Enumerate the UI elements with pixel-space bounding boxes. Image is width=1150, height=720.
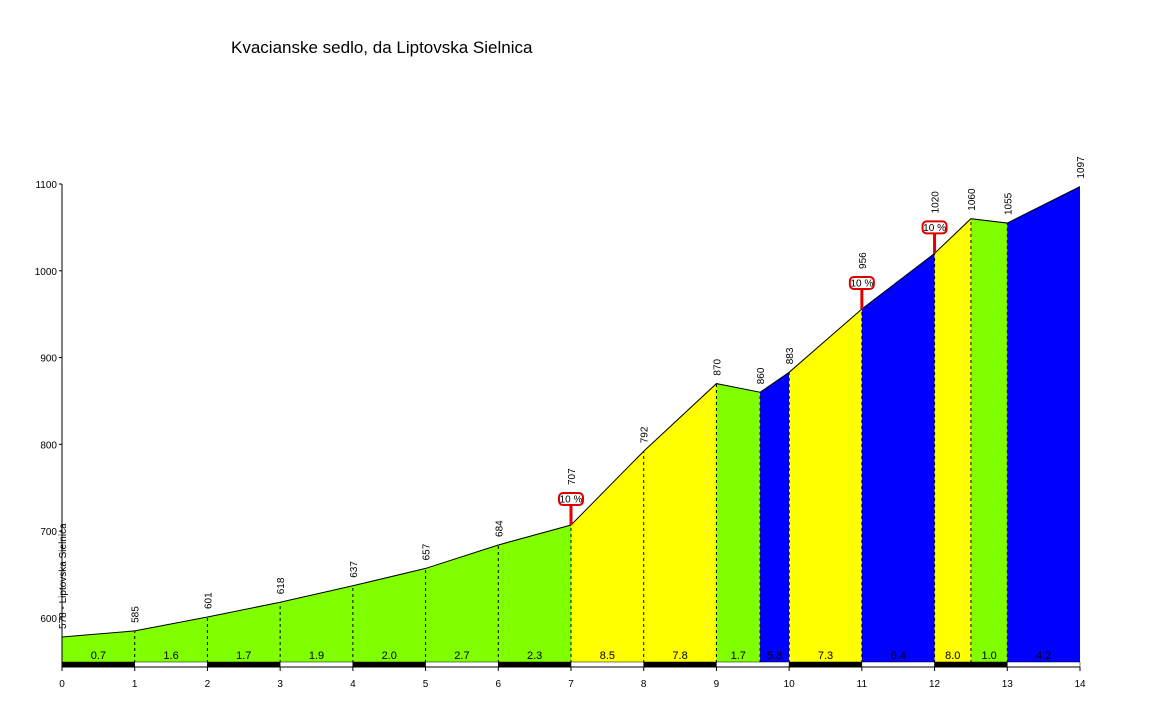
annotation-label: 10 % [560,495,583,506]
elevation-label: 578 - Liptovska Sielnica [58,523,69,629]
elevation-label: 792 [640,426,651,443]
grade-label: 1.6 [163,650,178,662]
y-tick-label: 900 [40,354,57,365]
grade-label: 6.4 [891,650,906,662]
profile-segment [934,218,971,663]
x-tick-label: 4 [350,679,356,690]
km-strip [61,661,135,668]
elevation-label: 707 [567,468,578,485]
x-tick-label: 1 [132,679,138,690]
profile-segment [861,253,935,663]
grade-label: 2.0 [382,650,397,662]
km-strip [425,661,499,668]
profile-segment [498,525,571,663]
y-tick-label: 1000 [35,267,58,278]
km-strip [1007,661,1081,668]
km-strip [207,661,281,668]
x-tick-label: 11 [857,679,868,690]
profile-segment [970,218,1008,663]
grade-label: 1.0 [981,650,996,662]
elevation-label: 956 [858,252,869,269]
grade-label: 5.8 [767,650,782,662]
grade-label: 8.5 [600,650,615,662]
profile-segment [207,602,281,663]
elevation-label: 1097 [1076,156,1087,179]
km-strip [861,661,935,668]
profile-segment [716,383,761,663]
profile-segment [425,544,499,663]
annotation-label: 10 % [850,278,873,289]
x-tick-label: 13 [1002,679,1014,690]
elevation-label: 637 [349,561,360,578]
profile-segment [571,451,644,663]
km-strip [643,661,717,668]
x-tick-label: 8 [641,679,647,690]
x-tick-label: 14 [1074,679,1086,690]
profile-segment [643,383,717,663]
y-tick-label: 1100 [35,180,57,191]
profile-segment [789,308,862,663]
grade-label: 1.9 [309,650,324,662]
km-strip [134,661,208,668]
grade-label: 0.7 [91,650,106,662]
grade-label: 8.0 [945,650,960,662]
x-tick-label: 3 [277,679,283,690]
grade-label: 7.8 [672,650,687,662]
elevation-label: 684 [494,520,505,537]
y-tick-label: 600 [40,614,57,625]
x-tick-label: 0 [59,679,65,690]
y-tick-label: 700 [40,527,57,538]
elevation-label: 618 [276,577,287,594]
profile-segment [1007,186,1080,663]
grade-label: 2.3 [527,650,542,662]
elevation-label: 657 [422,543,433,560]
elevation-label: 860 [756,367,767,384]
elevation-label: 883 [785,347,796,364]
grade-label: 1.7 [731,650,746,662]
profile-segment [352,568,426,663]
profile-segment [134,617,208,663]
km-strip [716,661,790,668]
km-strip [934,661,1008,668]
y-tick-label: 800 [40,440,57,451]
profile-line [61,186,1081,638]
grade-label: 4.2 [1036,650,1051,662]
km-strip [788,661,863,668]
elevation-label: 601 [203,592,214,609]
km-strip [352,661,426,668]
grade-label: 2.7 [454,650,469,662]
x-tick-label: 10 [784,679,796,690]
x-tick-label: 9 [714,679,720,690]
x-tick-label: 6 [496,679,502,690]
grade-label: 7.3 [818,650,833,662]
km-strip [279,661,354,668]
elevation-label: 1060 [967,188,978,211]
x-tick-label: 12 [929,679,941,690]
x-tick-label: 5 [423,679,429,690]
chart-title: Kvacianske sedlo, da Liptovska Sielnica [231,38,533,57]
elevation-label: 1020 [931,191,942,214]
annotation-box [558,492,584,507]
x-tick-label: 2 [205,679,211,690]
profile-segment [62,630,135,663]
profile-segment [280,585,353,663]
grade-label: 1.7 [236,650,251,662]
annotation-box [848,275,875,290]
elevation-label: 1055 [1003,192,1014,215]
x-tick-label: 7 [568,679,574,690]
elevation-label: 870 [712,358,723,375]
km-strip [570,661,644,668]
km-strip [498,661,572,668]
annotation-box [921,220,948,235]
annotation-label: 10 % [923,223,946,234]
profile-segment [760,372,790,663]
elevation-label: 585 [131,606,142,623]
